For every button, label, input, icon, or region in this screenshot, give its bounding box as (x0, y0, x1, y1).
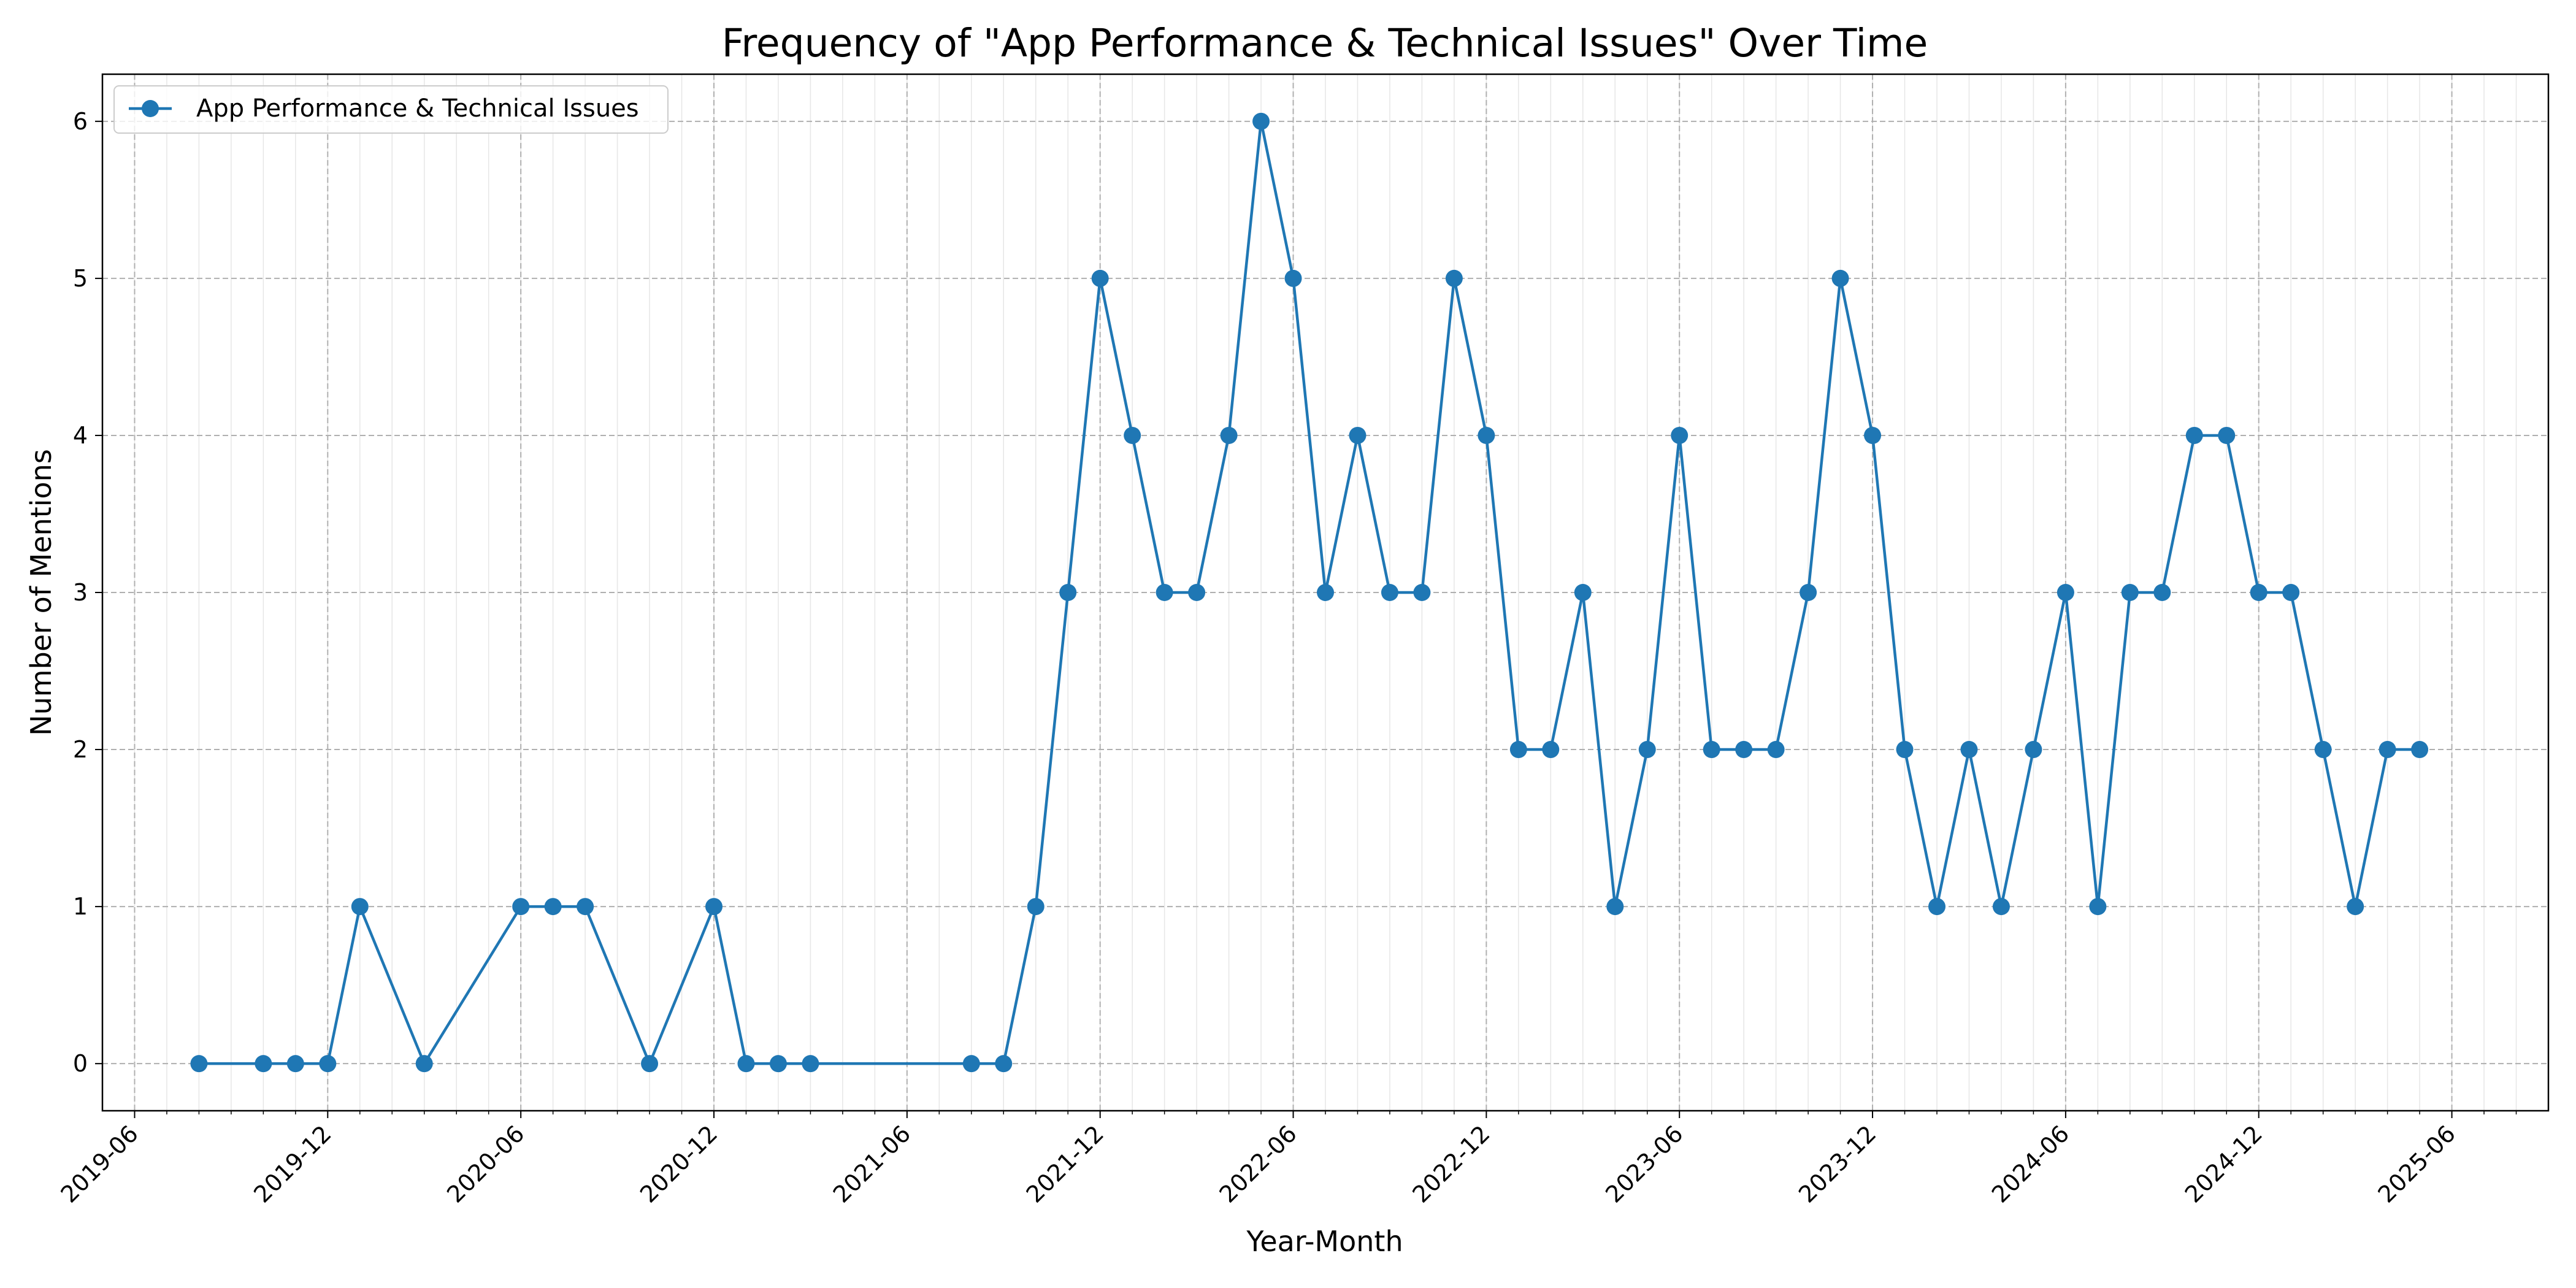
y-tick-label: 0 (73, 1050, 88, 1077)
chart-title: Frequency of "App Performance & Technica… (722, 21, 1928, 66)
data-point (1735, 741, 1753, 759)
data-point (1027, 898, 1045, 916)
data-point (1156, 584, 1173, 601)
data-point (1767, 741, 1785, 759)
data-point (1960, 741, 1978, 759)
data-point (2185, 426, 2203, 444)
legend: App Performance & Technical Issues (113, 85, 669, 134)
data-point (1124, 426, 1141, 444)
data-point (995, 1055, 1013, 1073)
data-point (962, 1055, 980, 1073)
data-point (1445, 269, 1463, 287)
data-point (2025, 741, 2042, 759)
data-point (577, 898, 594, 916)
data-point (1896, 741, 1914, 759)
data-point (1381, 584, 1398, 601)
data-point (1091, 269, 1109, 287)
data-point (1574, 584, 1592, 601)
data-point (1800, 584, 1817, 601)
data-point (190, 1055, 208, 1073)
data-point (705, 898, 723, 916)
y-axis-label: Number of Mentions (25, 449, 58, 736)
data-point (1478, 426, 1495, 444)
legend-box (113, 85, 669, 134)
data-point (1349, 426, 1367, 444)
data-point (1703, 741, 1720, 759)
legend-label: App Performance & Technical Issues (196, 94, 639, 123)
data-series-layer (190, 112, 2429, 1073)
data-point (1252, 112, 1270, 130)
data-point (2411, 741, 2429, 759)
legend-marker-swatch (142, 100, 159, 117)
data-point (802, 1055, 819, 1073)
data-point (641, 1055, 659, 1073)
data-point (1059, 584, 1077, 601)
data-point (286, 1055, 304, 1073)
y-tick-label: 5 (73, 265, 88, 292)
y-tick-label: 1 (73, 893, 88, 920)
data-point (255, 1055, 272, 1073)
data-point (512, 898, 530, 916)
data-point (1317, 584, 1334, 601)
data-point (769, 1055, 787, 1073)
data-point (2379, 741, 2396, 759)
data-point (1188, 584, 1206, 601)
data-point (2250, 584, 2267, 601)
data-point (2347, 898, 2364, 916)
data-point (1831, 269, 1849, 287)
y-tick-label: 4 (73, 422, 88, 449)
data-point (2282, 584, 2300, 601)
y-tick-label: 3 (73, 579, 88, 606)
data-point (1284, 269, 1302, 287)
series-line (199, 120, 2420, 1065)
data-point (1606, 898, 1624, 916)
data-point (1509, 741, 1527, 759)
data-point (351, 898, 369, 916)
data-point (1413, 584, 1431, 601)
data-point (319, 1055, 337, 1073)
data-point (1638, 741, 1656, 759)
data-point (2121, 584, 2139, 601)
data-point (1542, 741, 1560, 759)
y-tick-label: 2 (73, 736, 88, 763)
data-point (1992, 898, 2010, 916)
data-point (544, 898, 562, 916)
grid-lines (102, 74, 2548, 1111)
data-point (1671, 426, 1689, 444)
data-point (1864, 426, 1882, 444)
data-point (737, 1055, 755, 1073)
data-point (2089, 898, 2107, 916)
data-point (1220, 426, 1238, 444)
data-point (2314, 741, 2332, 759)
data-point (1928, 898, 1945, 916)
data-point (2153, 584, 2171, 601)
x-axis-label: Year-Month (1246, 1225, 1403, 1258)
data-point (415, 1055, 433, 1073)
y-axis-ticks: 0 1 2 3 4 5 6 (73, 108, 102, 1077)
data-point (2057, 584, 2074, 601)
data-point (2218, 426, 2236, 444)
y-tick-label: 6 (73, 108, 88, 135)
